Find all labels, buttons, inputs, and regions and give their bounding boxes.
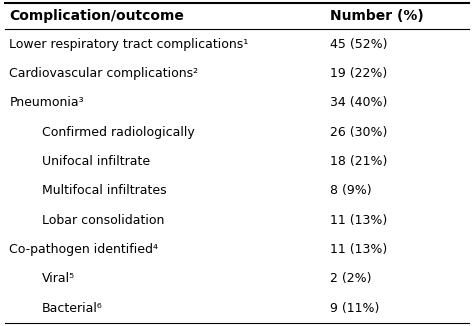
- Text: Cardiovascular complications²: Cardiovascular complications²: [9, 67, 199, 80]
- Text: 19 (22%): 19 (22%): [330, 67, 387, 80]
- Text: 11 (13%): 11 (13%): [330, 214, 387, 227]
- Text: Viral⁵: Viral⁵: [42, 272, 75, 285]
- Text: Lower respiratory tract complications¹: Lower respiratory tract complications¹: [9, 37, 249, 51]
- Text: Multifocal infiltrates: Multifocal infiltrates: [42, 184, 166, 197]
- Text: Confirmed radiologically: Confirmed radiologically: [42, 126, 195, 139]
- Text: 2 (2%): 2 (2%): [330, 272, 372, 285]
- Text: Pneumonia³: Pneumonia³: [9, 96, 84, 109]
- Text: 11 (13%): 11 (13%): [330, 243, 387, 256]
- Text: 18 (21%): 18 (21%): [330, 155, 387, 168]
- Text: 8 (9%): 8 (9%): [330, 184, 372, 197]
- Text: Number (%): Number (%): [330, 9, 424, 23]
- Text: Complication/outcome: Complication/outcome: [9, 9, 184, 23]
- Text: 34 (40%): 34 (40%): [330, 96, 387, 109]
- Text: Unifocal infiltrate: Unifocal infiltrate: [42, 155, 150, 168]
- Text: 26 (30%): 26 (30%): [330, 126, 387, 139]
- Text: Lobar consolidation: Lobar consolidation: [42, 214, 164, 227]
- Text: 9 (11%): 9 (11%): [330, 302, 379, 315]
- Text: 45 (52%): 45 (52%): [330, 37, 387, 51]
- Text: Bacterial⁶: Bacterial⁶: [42, 302, 103, 315]
- Text: Co-pathogen identified⁴: Co-pathogen identified⁴: [9, 243, 158, 256]
